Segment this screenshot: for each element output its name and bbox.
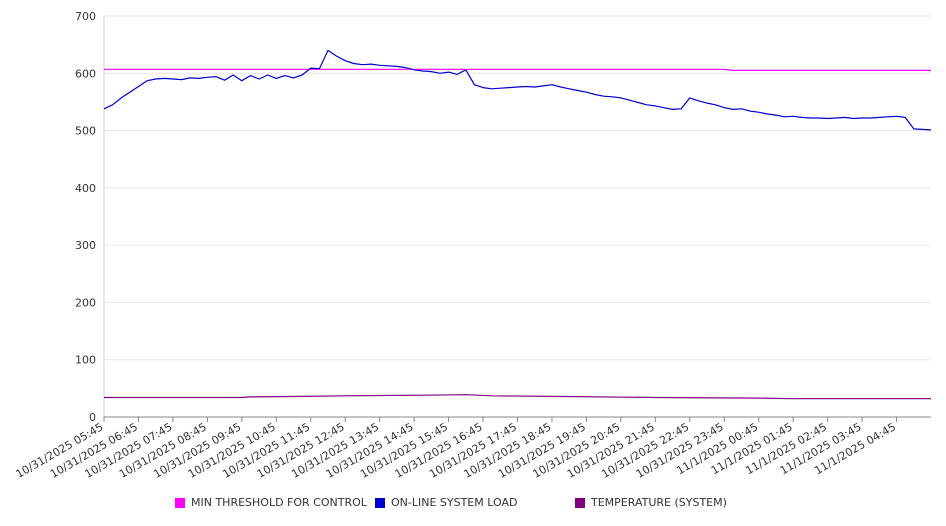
y-tick-label: 0 bbox=[89, 411, 96, 424]
y-tick-label: 400 bbox=[75, 182, 96, 195]
min-threshold-line bbox=[104, 68, 931, 72]
y-tick-label: 200 bbox=[75, 296, 96, 309]
y-tick-label: 100 bbox=[75, 354, 96, 367]
legend-item-min-threshold[interactable]: MIN THRESHOLD FOR CONTROL bbox=[175, 496, 367, 509]
legend-swatch-purple bbox=[575, 497, 585, 508]
series-lines bbox=[103, 49, 932, 400]
y-tick-label: 500 bbox=[75, 125, 96, 138]
temperature-line bbox=[104, 394, 931, 400]
system-load-line bbox=[103, 49, 932, 131]
legend-item-temperature[interactable]: TEMPERATURE (SYSTEM) bbox=[575, 496, 727, 509]
legend-label: TEMPERATURE (SYSTEM) bbox=[591, 496, 727, 509]
legend-swatch-magenta bbox=[175, 497, 185, 508]
legend-item-system-load[interactable]: ON-LINE SYSTEM LOAD bbox=[375, 496, 517, 509]
grid-lines bbox=[104, 15, 931, 361]
axes bbox=[103, 16, 931, 418]
line-chart: 0 100 200 300 400 500 600 700 10/31/2025 05:451… bbox=[14, 10, 932, 481]
legend-label: ON-LINE SYSTEM LOAD bbox=[391, 496, 518, 509]
legend-swatch-blue bbox=[375, 497, 385, 508]
legend: MIN THRESHOLD FOR CONTROL ON-LINE SYSTEM… bbox=[0, 496, 946, 516]
y-tick-label: 300 bbox=[75, 239, 96, 252]
y-tick-label: 600 bbox=[75, 67, 96, 80]
legend-label: MIN THRESHOLD FOR CONTROL bbox=[191, 496, 367, 509]
y-tick-label: 700 bbox=[75, 10, 96, 23]
y-axis-ticks: 0 100 200 300 400 500 600 700 bbox=[75, 10, 96, 424]
